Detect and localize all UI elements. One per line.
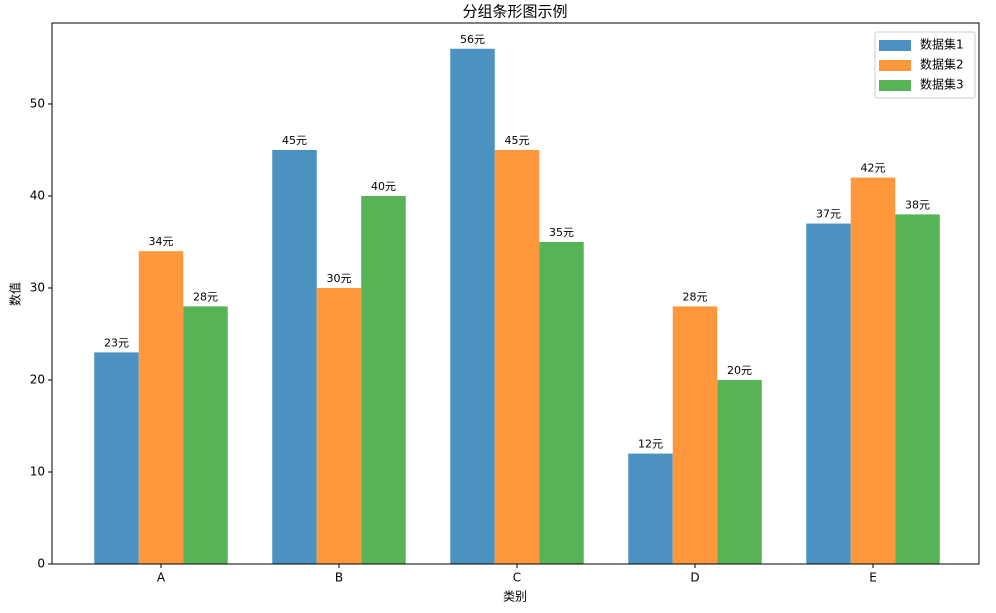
x-tick-label: A — [157, 571, 166, 585]
y-tick-label: 10 — [30, 464, 45, 478]
y-tick-label: 50 — [30, 96, 45, 110]
bar — [717, 379, 762, 564]
value-label: 45元 — [282, 134, 307, 147]
bar — [628, 453, 673, 564]
value-label: 28元 — [193, 290, 218, 303]
value-label: 28元 — [683, 290, 708, 303]
legend-swatch — [879, 60, 911, 71]
value-label: 20元 — [727, 364, 752, 377]
bar — [450, 48, 495, 565]
bar — [94, 352, 139, 564]
x-tick-label: D — [690, 571, 699, 585]
bar — [272, 149, 317, 564]
value-label: 45元 — [505, 134, 530, 147]
value-label: 37元 — [816, 208, 841, 221]
value-label: 12元 — [638, 438, 663, 451]
y-axis-label: 数值 — [8, 282, 23, 306]
chart-title: 分组条形图示例 — [462, 3, 567, 21]
x-tick-label: E — [869, 571, 877, 585]
bar — [183, 306, 228, 564]
bar — [672, 306, 718, 564]
bar — [316, 287, 362, 564]
x-tick-label: C — [513, 571, 521, 585]
value-label: 23元 — [104, 336, 129, 349]
bar — [539, 241, 584, 564]
bar — [494, 149, 540, 564]
legend-label: 数据集1 — [920, 37, 964, 52]
value-label: 40元 — [371, 180, 396, 193]
y-tick-label: 20 — [30, 372, 45, 386]
value-label: 56元 — [460, 33, 485, 46]
bar — [850, 177, 896, 565]
value-label: 42元 — [861, 162, 886, 175]
legend-swatch — [879, 80, 911, 91]
legend-swatch — [879, 40, 911, 51]
value-label: 30元 — [327, 272, 352, 285]
x-tick-label: B — [335, 571, 343, 585]
bar — [361, 195, 406, 565]
legend-label: 数据集3 — [920, 77, 964, 92]
value-label: 34元 — [149, 235, 174, 248]
bar — [806, 223, 851, 564]
legend-label: 数据集2 — [920, 57, 964, 72]
bar — [138, 251, 184, 564]
value-label: 35元 — [549, 226, 574, 239]
y-tick-label: 40 — [30, 188, 45, 202]
bar — [895, 214, 940, 564]
y-tick-label: 30 — [30, 280, 45, 294]
y-tick-label: 0 — [37, 557, 45, 571]
plot-frame — [51, 22, 980, 565]
x-axis-label: 类别 — [503, 590, 527, 604]
value-label: 38元 — [905, 198, 930, 211]
